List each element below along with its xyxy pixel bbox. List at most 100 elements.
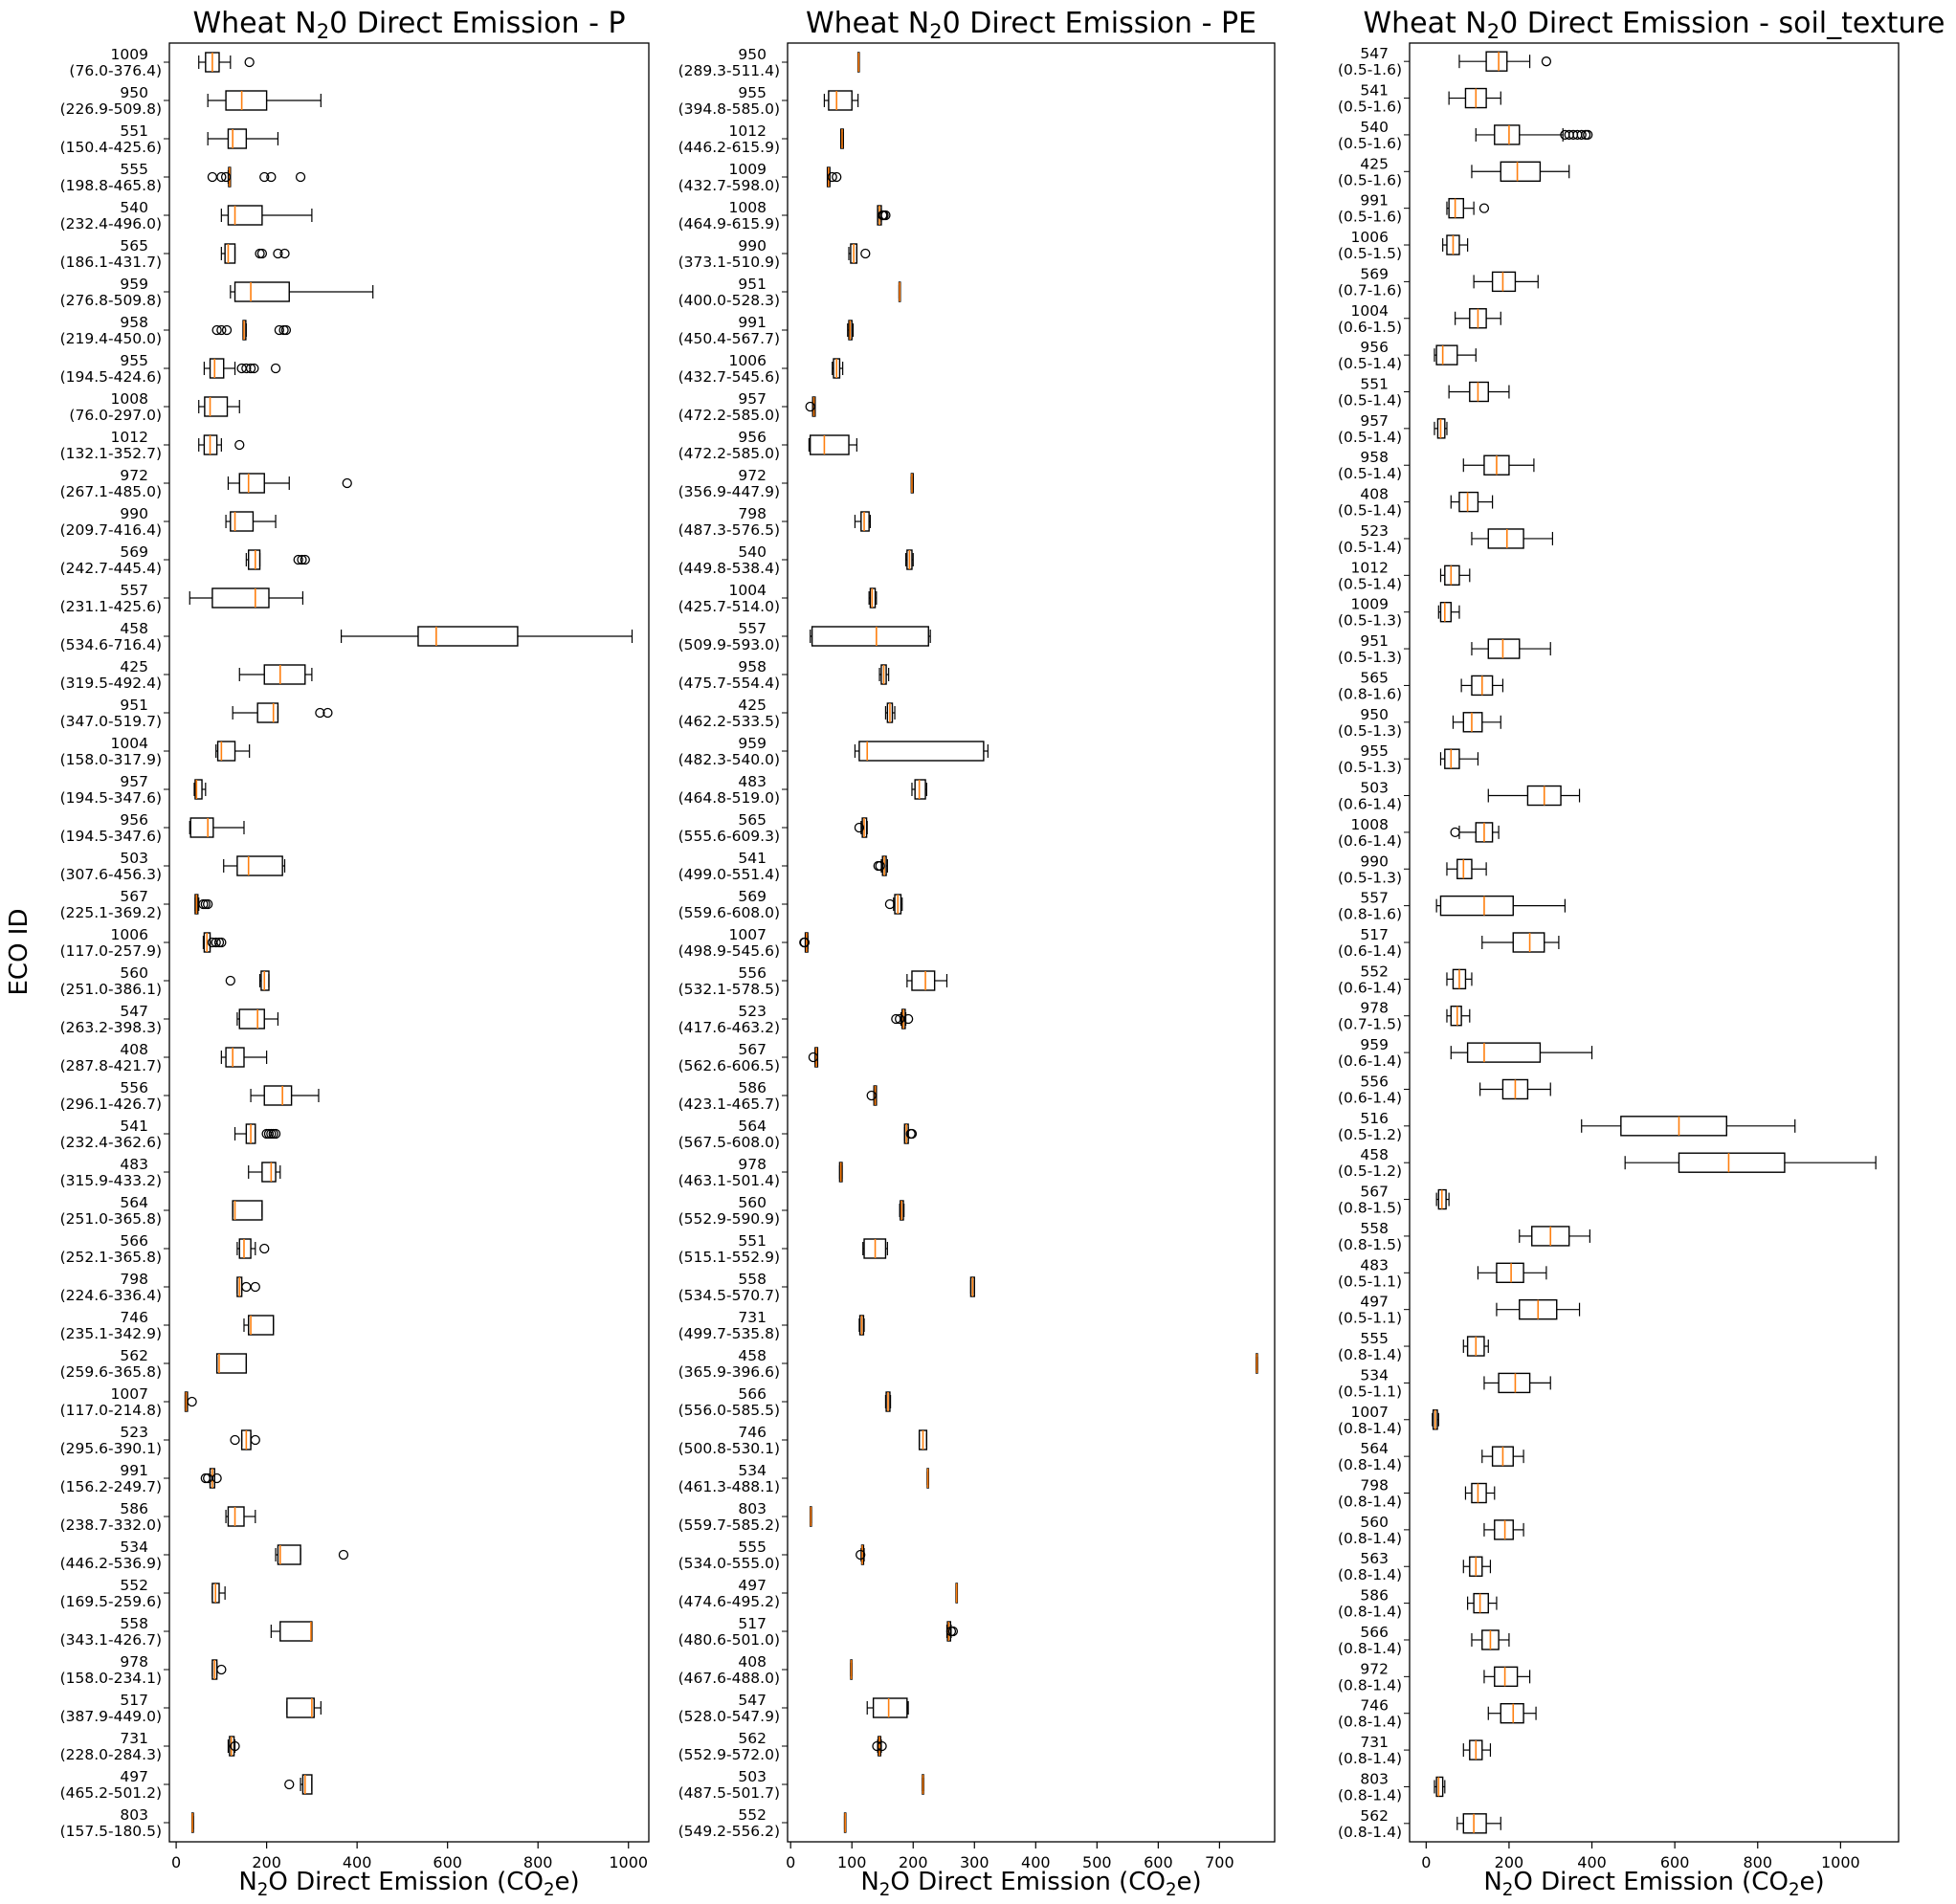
eco-range-label: (319.5-492.4) — [60, 675, 162, 692]
outlier-point — [279, 248, 290, 259]
eco-range-label: (198.8-465.8) — [60, 177, 162, 194]
eco-id-label: 958 — [738, 658, 767, 675]
eco-id-label: 503 — [1360, 780, 1389, 797]
iqr-box — [263, 664, 306, 685]
box-955: 955(0.5-1.3) — [1338, 742, 1479, 776]
eco-range-label: (287.8-421.7) — [60, 1057, 162, 1074]
eco-id-label: 564 — [1360, 1440, 1389, 1457]
eco-id-label: 1007 — [729, 926, 767, 943]
box-990: 990(0.5-1.3) — [1338, 852, 1487, 886]
outlier-point — [947, 1626, 959, 1637]
box-516: 516(0.5-1.2) — [1338, 1110, 1796, 1143]
outlier-point — [230, 1740, 240, 1752]
iqr-box — [209, 358, 225, 379]
eco-id-label: 950 — [1360, 706, 1389, 723]
box-959: 959(0.6-1.4) — [1338, 1036, 1593, 1070]
eco-id-label: 458 — [120, 620, 148, 637]
box-957: 957(0.5-1.4) — [1338, 412, 1448, 446]
eco-id-label: 534 — [120, 1539, 148, 1556]
eco-range-label: (0.5-1.6) — [1338, 171, 1402, 188]
x-axis-label: N2O Direct Emission (CO2e) — [238, 1868, 579, 1900]
eco-id-label: 586 — [1360, 1587, 1389, 1605]
eco-range-label: (0.8-1.4) — [1338, 1824, 1402, 1841]
eco-range-label: (0.8-1.4) — [1338, 1494, 1402, 1511]
eco-id-label: 957 — [120, 773, 148, 790]
eco-range-label: (0.5-1.4) — [1338, 355, 1402, 372]
eco-range-label: (487.5-501.7) — [678, 1784, 780, 1802]
box-803: 803(559.7-585.2) — [678, 1500, 812, 1534]
eco-range-label: (0.8-1.4) — [1338, 1420, 1402, 1437]
box-564: 564(251.0-365.8) — [60, 1194, 263, 1228]
iqr-box — [1469, 381, 1489, 403]
box-547: 547(263.2-398.3) — [60, 1003, 279, 1036]
outlier-point — [856, 1549, 866, 1561]
box-746: 746(500.8-530.1) — [678, 1424, 928, 1457]
eco-range-label: (252.1-365.8) — [60, 1249, 162, 1266]
box-1006: 1006(432.7-545.6) — [678, 352, 844, 386]
eco-id-label: 556 — [1360, 1073, 1389, 1090]
eco-id-label: 1007 — [111, 1385, 148, 1403]
eco-id-label: 1009 — [1351, 596, 1389, 613]
box-497: 497(465.2-501.2) — [60, 1768, 313, 1802]
box-534: 534(0.5-1.1) — [1338, 1366, 1551, 1400]
eco-range-label: (387.9-449.0) — [60, 1708, 162, 1725]
iqr-box — [225, 1047, 245, 1068]
eco-range-label: (0.5-1.4) — [1338, 465, 1402, 482]
eco-range-label: (528.0-547.9) — [678, 1708, 780, 1725]
box-458: 458(0.5-1.2) — [1338, 1146, 1877, 1180]
eco-range-label: (76.0-376.4) — [69, 62, 162, 79]
eco-id-label: 731 — [120, 1730, 148, 1747]
eco-range-label: (347.0-519.7) — [60, 713, 162, 730]
eco-id-label: 959 — [120, 276, 148, 293]
iqr-box — [1678, 1152, 1786, 1173]
box-972: 972(267.1-485.0) — [60, 467, 352, 500]
eco-id-label: 803 — [120, 1806, 148, 1824]
eco-id-label: 1009 — [729, 161, 767, 178]
eco-id-label: 566 — [1360, 1624, 1389, 1641]
eco-range-label: (263.2-398.3) — [60, 1019, 162, 1036]
box-551: 551(515.1-552.9) — [678, 1232, 888, 1266]
box-955: 955(194.5-424.6) — [60, 352, 281, 386]
iqr-box — [1471, 1482, 1487, 1504]
outlier-point — [860, 248, 871, 259]
x-tick-label: 200 — [1495, 1853, 1524, 1871]
eco-range-label: (76.0-297.0) — [69, 407, 162, 424]
eco-range-label: (423.1-465.7) — [678, 1096, 780, 1113]
eco-range-label: (532.1-578.5) — [678, 981, 780, 998]
iqr-box — [1620, 1116, 1727, 1137]
eco-id-label: 458 — [738, 1347, 767, 1364]
eco-range-label: (0.6-1.4) — [1338, 1089, 1402, 1106]
eco-range-label: (465.2-501.2) — [60, 1784, 162, 1802]
box-541: 541(0.5-1.6) — [1338, 82, 1501, 116]
eco-range-label: (0.5-1.3) — [1338, 649, 1402, 666]
eco-id-label: 540 — [738, 543, 767, 561]
box-557: 557(0.8-1.6) — [1338, 890, 1566, 923]
box-991: 991(156.2-249.7) — [60, 1462, 222, 1495]
box-586: 586(423.1-465.7) — [678, 1079, 878, 1113]
eco-range-label: (0.8-1.4) — [1338, 1640, 1402, 1657]
eco-id-label: 978 — [1360, 1000, 1389, 1017]
eco-range-label: (487.3-576.5) — [678, 521, 780, 539]
iqr-box — [914, 779, 926, 800]
box-956: 956(0.5-1.4) — [1338, 339, 1477, 372]
box-556: 556(0.6-1.4) — [1338, 1073, 1551, 1106]
eco-id-label: 1009 — [111, 46, 148, 63]
x-tick-label: 800 — [523, 1853, 553, 1871]
outlier-point — [216, 324, 227, 336]
iqr-box — [227, 128, 248, 149]
eco-range-label: (0.7-1.6) — [1338, 281, 1402, 299]
outlier-point — [884, 898, 896, 910]
eco-range-label: (0.8-1.4) — [1338, 1566, 1402, 1583]
eco-range-label: (0.5-1.3) — [1338, 869, 1402, 886]
eco-range-label: (0.8-1.5) — [1338, 1236, 1402, 1253]
eco-range-label: (242.7-445.4) — [60, 560, 162, 577]
eco-range-label: (463.1-501.4) — [678, 1172, 780, 1189]
box-556: 556(532.1-578.5) — [678, 964, 948, 998]
outlier-point — [295, 171, 306, 183]
box-955: 955(394.8-585.0) — [678, 84, 859, 118]
box-541: 541(499.0-551.4) — [678, 850, 888, 883]
iqr-box — [238, 1238, 252, 1259]
box-555: 555(534.0-555.0) — [678, 1539, 866, 1572]
eco-id-label: 540 — [120, 199, 148, 216]
box-557: 557(231.1-425.6) — [60, 582, 304, 615]
